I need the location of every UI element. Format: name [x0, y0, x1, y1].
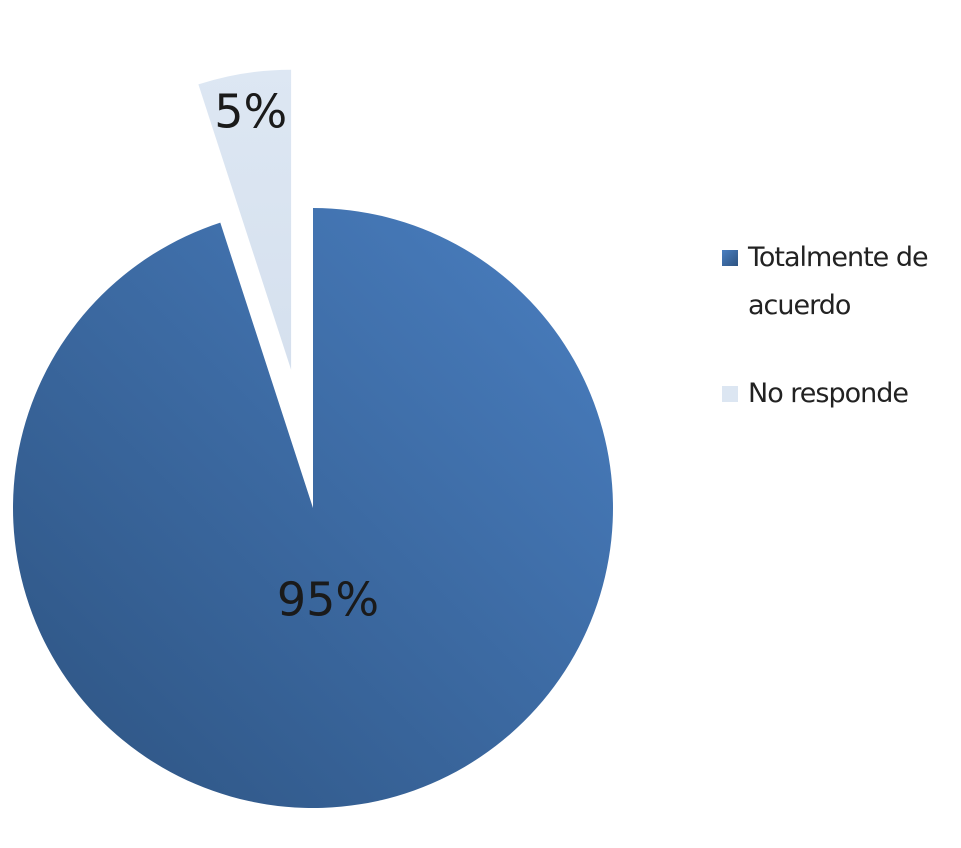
legend-swatch-no-responde	[722, 386, 738, 402]
pie-slice-label-totalmente-de-acuerdo: 95%	[277, 572, 379, 626]
pie-slice-labels: 95% 5%	[214, 84, 379, 626]
legend-item-no-responde: No responde	[722, 370, 958, 418]
legend-label-no-responde: No responde	[748, 378, 909, 409]
legend-swatch-totalmente-de-acuerdo	[722, 250, 738, 266]
legend-item-totalmente-de-acuerdo: Totalmente de acuerdo	[722, 234, 958, 330]
legend: Totalmente de acuerdo No responde	[722, 234, 958, 458]
legend-label-totalmente-de-acuerdo: Totalmente de acuerdo	[748, 242, 929, 321]
pie-slice-totalmente-de-acuerdo	[13, 208, 614, 809]
pie-slices	[13, 69, 614, 809]
pie-slice-label-no-responde: 5%	[214, 84, 287, 138]
pie-slice-no-responde	[198, 69, 292, 370]
